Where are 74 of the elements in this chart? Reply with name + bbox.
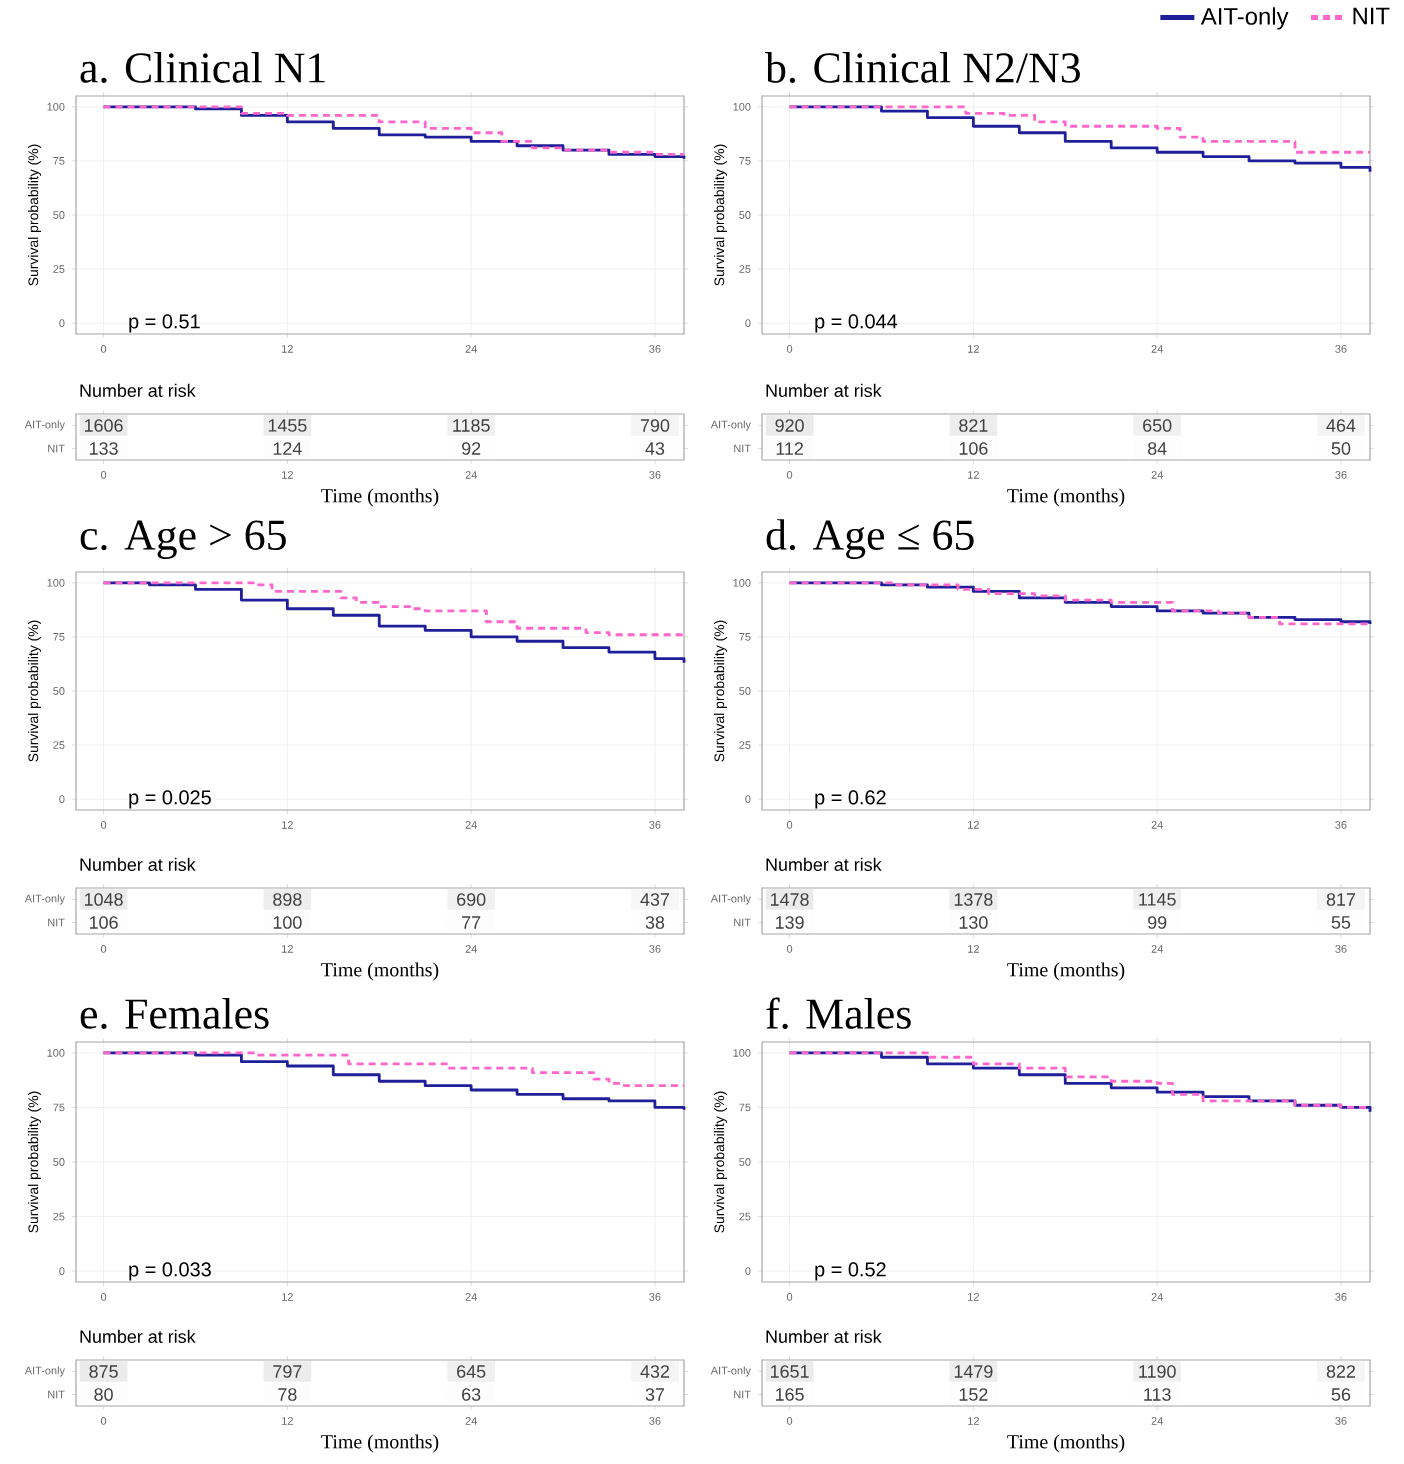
x-axis-title: Time (months) [1007, 1434, 1125, 1453]
legend-label: NIT [1353, 7, 1390, 25]
chart-title: d. Age ≤ 65 [766, 519, 974, 559]
chart-title: Number at risk [80, 1329, 196, 1344]
data-label: 898 [273, 893, 302, 906]
annotation: p = 0.025 [129, 790, 211, 809]
x-axis-title: Time (months) [1007, 488, 1125, 507]
data-label: 80 [94, 1388, 113, 1401]
annotation: p = 0.51 [129, 314, 200, 333]
data-label: 124 [273, 442, 302, 455]
data-label: 432 [640, 1365, 670, 1378]
data-label: 78 [278, 1388, 297, 1401]
data-label: 55 [1331, 916, 1351, 929]
data-label: 1606 [85, 419, 123, 432]
data-label: 113 [1144, 1388, 1171, 1401]
data-label: 650 [1143, 419, 1172, 432]
data-label: 165 [775, 1388, 804, 1401]
chart-title: Number at risk [766, 1329, 882, 1344]
data-label: 817 [1326, 893, 1356, 906]
data-label: 43 [645, 442, 665, 455]
data-label: 63 [462, 1388, 481, 1401]
data-label: 56 [1331, 1388, 1351, 1401]
data-label: 37 [645, 1388, 665, 1401]
data-label: 130 [959, 916, 988, 929]
data-label: 1190 [1139, 1365, 1176, 1378]
data-label: 38 [645, 916, 665, 929]
data-label: 92 [462, 442, 481, 455]
data-label: 821 [959, 419, 988, 432]
data-label: 464 [1326, 419, 1356, 432]
legend-label: AIT-only [1200, 7, 1289, 30]
x-axis-title: Time (months) [321, 962, 439, 981]
data-label: 112 [776, 442, 803, 455]
data-label: 1478 [771, 893, 809, 906]
data-label: 822 [1326, 1365, 1356, 1378]
data-label: 875 [89, 1365, 118, 1378]
data-label: 1185 [453, 419, 490, 432]
chart-title: c. Age > 65 [80, 520, 286, 559]
data-label: 133 [89, 442, 118, 455]
data-label: 50 [1331, 442, 1351, 455]
chart-title: Number at risk [766, 857, 882, 872]
data-label: 77 [462, 916, 481, 929]
data-label: 1479 [954, 1365, 993, 1378]
data-label: 690 [457, 893, 486, 906]
data-label: 790 [640, 419, 670, 432]
data-label: 797 [273, 1365, 302, 1378]
data-label: 152 [959, 1388, 988, 1401]
chart-title: b. Clinical N2/N3 [765, 51, 1080, 83]
chart-title: Number at risk [80, 857, 196, 872]
data-label: 99 [1148, 916, 1167, 929]
chart-title: Number at risk [80, 383, 196, 397]
data-label: 1455 [268, 419, 307, 432]
x-axis-title: Time (months) [321, 488, 439, 507]
data-label: 437 [640, 893, 670, 906]
annotation: p = 0.044 [815, 314, 898, 333]
annotation: p = 0.52 [815, 1262, 886, 1281]
data-label: 1145 [1139, 893, 1176, 906]
chart-title: f. Males [766, 997, 911, 1030]
data-label: 106 [959, 442, 988, 455]
data-label: 106 [89, 916, 118, 929]
chart-title: Number at risk [766, 383, 882, 397]
data-label: 920 [775, 419, 804, 432]
chart-title: e. Females [80, 997, 269, 1030]
data-label: 100 [273, 916, 302, 929]
x-axis-title: Time (months) [321, 1434, 439, 1453]
data-label: 1378 [954, 893, 993, 906]
data-label: 84 [1147, 442, 1167, 455]
data-label: 1651 [771, 1365, 809, 1378]
data-label: 139 [775, 916, 804, 929]
chart-title: a. Clinical N1 [80, 51, 325, 83]
data-label: 645 [457, 1365, 486, 1378]
annotation: p = 0.033 [129, 1262, 211, 1281]
x-axis-title: Time (months) [1007, 962, 1125, 981]
annotation: p = 0.62 [815, 790, 886, 809]
data-label: 1048 [85, 893, 123, 906]
